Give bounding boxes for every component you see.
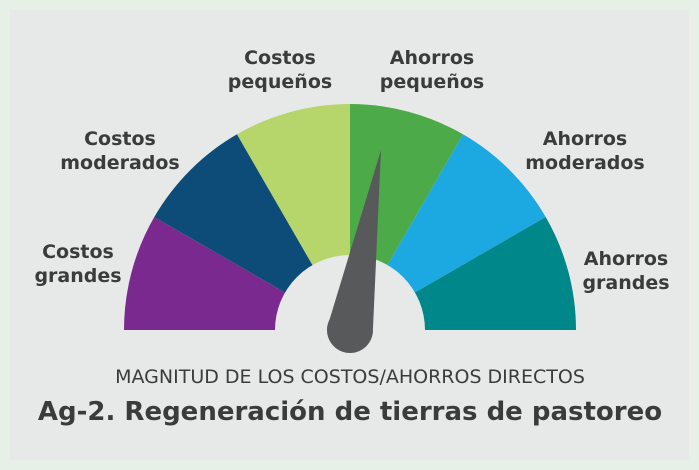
- segment-label-line: grandes: [34, 265, 121, 287]
- segment-label-line: Costos: [244, 47, 316, 69]
- segment-label-line: Ahorros: [584, 248, 668, 270]
- segment-label: Ahorros moderados: [525, 128, 645, 174]
- segment-label: Ahorros grandes: [582, 248, 669, 294]
- segment-label: Costos pequeños: [228, 47, 332, 93]
- needle-pivot: [327, 307, 373, 353]
- segment-label-line: grandes: [582, 272, 669, 294]
- needle: [327, 150, 381, 353]
- segment-label-line: Costos: [84, 128, 156, 150]
- segment-label-line: Ahorros: [390, 47, 474, 69]
- segment-label: Costos grandes: [34, 241, 121, 287]
- segment-label-line: Ahorros: [543, 128, 627, 150]
- segment-label-line: pequeños: [380, 71, 484, 93]
- segment-label-line: Costos: [42, 241, 114, 263]
- segment-label-line: moderados: [60, 152, 180, 174]
- caption: MAGNITUD DE LOS COSTOS/AHORROS DIRECTOS: [115, 366, 585, 388]
- segment-label-line: pequeños: [228, 71, 332, 93]
- title: Ag-2. Regeneración de tierras de pastore…: [38, 397, 662, 427]
- segment-label-line: moderados: [525, 152, 645, 174]
- segment-label: Ahorros pequeños: [380, 47, 484, 93]
- segment-label: Costos moderados: [60, 128, 180, 174]
- needle-body: [327, 150, 381, 328]
